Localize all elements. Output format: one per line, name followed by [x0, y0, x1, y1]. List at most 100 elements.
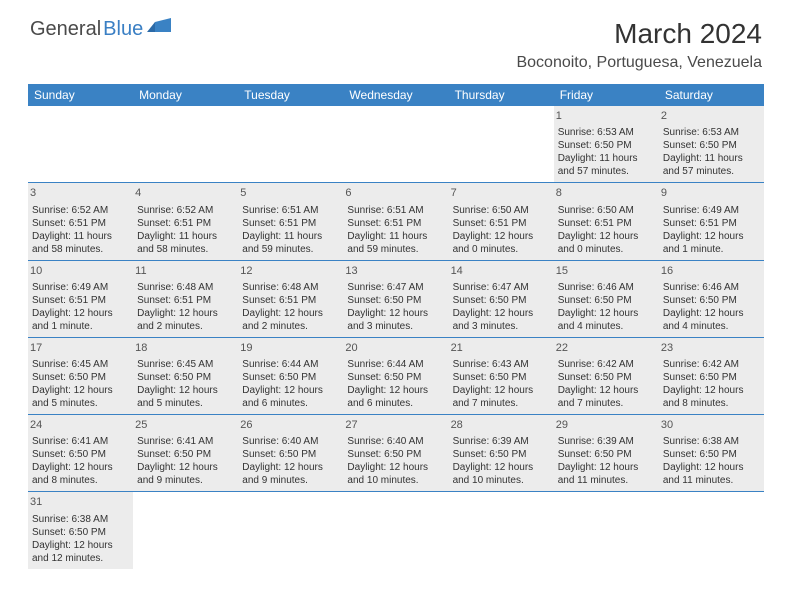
day-number: 3: [28, 185, 133, 201]
logo-text-blue: Blue: [103, 18, 143, 41]
daylight-text: Daylight: 12 hours and 7 minutes.: [558, 384, 655, 410]
day-number: 8: [554, 185, 659, 201]
daylight-text: Daylight: 12 hours and 10 minutes.: [453, 461, 550, 487]
day-cell: 6Sunrise: 6:51 AMSunset: 6:51 PMDaylight…: [343, 183, 448, 259]
day-cell: 10Sunrise: 6:49 AMSunset: 6:51 PMDayligh…: [28, 261, 133, 337]
day-cell: 18Sunrise: 6:45 AMSunset: 6:50 PMDayligh…: [133, 338, 238, 414]
daylight-text: Daylight: 12 hours and 5 minutes.: [32, 384, 129, 410]
sunrise-text: Sunrise: 6:38 AM: [32, 513, 129, 526]
daylight-text: Daylight: 12 hours and 4 minutes.: [663, 307, 760, 333]
sunset-text: Sunset: 6:50 PM: [32, 371, 129, 384]
sunrise-text: Sunrise: 6:47 AM: [453, 281, 550, 294]
sunrise-text: Sunrise: 6:50 AM: [558, 204, 655, 217]
day-cell: 12Sunrise: 6:48 AMSunset: 6:51 PMDayligh…: [238, 261, 343, 337]
day-cell: 3Sunrise: 6:52 AMSunset: 6:51 PMDaylight…: [28, 183, 133, 259]
day-cell: 2Sunrise: 6:53 AMSunset: 6:50 PMDaylight…: [659, 106, 764, 182]
week-row: 17Sunrise: 6:45 AMSunset: 6:50 PMDayligh…: [28, 338, 764, 415]
sunrise-text: Sunrise: 6:52 AM: [137, 204, 234, 217]
sunset-text: Sunset: 6:51 PM: [242, 294, 339, 307]
day-number: 10: [28, 263, 133, 279]
week-row: 31Sunrise: 6:38 AMSunset: 6:50 PMDayligh…: [28, 492, 764, 568]
sunset-text: Sunset: 6:51 PM: [137, 217, 234, 230]
daylight-text: Daylight: 12 hours and 11 minutes.: [558, 461, 655, 487]
calendar: SundayMondayTuesdayWednesdayThursdayFrid…: [28, 84, 764, 569]
daylight-text: Daylight: 12 hours and 9 minutes.: [242, 461, 339, 487]
daylight-text: Daylight: 12 hours and 2 minutes.: [242, 307, 339, 333]
daylight-text: Daylight: 12 hours and 8 minutes.: [32, 461, 129, 487]
day-number: 6: [343, 185, 448, 201]
sunset-text: Sunset: 6:51 PM: [32, 294, 129, 307]
daylight-text: Daylight: 12 hours and 10 minutes.: [347, 461, 444, 487]
sunrise-text: Sunrise: 6:51 AM: [347, 204, 444, 217]
sunset-text: Sunset: 6:50 PM: [137, 448, 234, 461]
day-cell: [449, 106, 554, 182]
day-number: 17: [28, 340, 133, 356]
day-cell: 30Sunrise: 6:38 AMSunset: 6:50 PMDayligh…: [659, 415, 764, 491]
day-number: 5: [238, 185, 343, 201]
header: GeneralBlue March 2024 Boconoito, Portug…: [0, 0, 792, 78]
sunrise-text: Sunrise: 6:40 AM: [242, 435, 339, 448]
daylight-text: Daylight: 12 hours and 8 minutes.: [663, 384, 760, 410]
sunrise-text: Sunrise: 6:39 AM: [453, 435, 550, 448]
day-cell: 1Sunrise: 6:53 AMSunset: 6:50 PMDaylight…: [554, 106, 659, 182]
day-header-row: SundayMondayTuesdayWednesdayThursdayFrid…: [28, 84, 764, 106]
day-number: 19: [238, 340, 343, 356]
sunset-text: Sunset: 6:50 PM: [558, 294, 655, 307]
day-number: 23: [659, 340, 764, 356]
sunrise-text: Sunrise: 6:46 AM: [558, 281, 655, 294]
location: Boconoito, Portuguesa, Venezuela: [516, 54, 762, 72]
day-cell: [238, 106, 343, 182]
daylight-text: Daylight: 12 hours and 6 minutes.: [347, 384, 444, 410]
sunrise-text: Sunrise: 6:48 AM: [137, 281, 234, 294]
sunrise-text: Sunrise: 6:41 AM: [32, 435, 129, 448]
day-header-cell: Saturday: [659, 84, 764, 106]
day-number: 2: [659, 108, 764, 124]
sunrise-text: Sunrise: 6:45 AM: [137, 358, 234, 371]
day-header-cell: Monday: [133, 84, 238, 106]
day-cell: 31Sunrise: 6:38 AMSunset: 6:50 PMDayligh…: [28, 492, 133, 568]
sunset-text: Sunset: 6:51 PM: [32, 217, 129, 230]
day-number: 12: [238, 263, 343, 279]
month-title: March 2024: [516, 18, 762, 50]
day-number: 15: [554, 263, 659, 279]
sunset-text: Sunset: 6:51 PM: [453, 217, 550, 230]
day-cell: 27Sunrise: 6:40 AMSunset: 6:50 PMDayligh…: [343, 415, 448, 491]
week-row: 24Sunrise: 6:41 AMSunset: 6:50 PMDayligh…: [28, 415, 764, 492]
day-cell: 24Sunrise: 6:41 AMSunset: 6:50 PMDayligh…: [28, 415, 133, 491]
day-cell: 9Sunrise: 6:49 AMSunset: 6:51 PMDaylight…: [659, 183, 764, 259]
day-cell: 7Sunrise: 6:50 AMSunset: 6:51 PMDaylight…: [449, 183, 554, 259]
day-cell: 26Sunrise: 6:40 AMSunset: 6:50 PMDayligh…: [238, 415, 343, 491]
day-cell: 13Sunrise: 6:47 AMSunset: 6:50 PMDayligh…: [343, 261, 448, 337]
day-header-cell: Wednesday: [343, 84, 448, 106]
daylight-text: Daylight: 12 hours and 12 minutes.: [32, 539, 129, 565]
sunset-text: Sunset: 6:50 PM: [453, 448, 550, 461]
daylight-text: Daylight: 11 hours and 57 minutes.: [663, 152, 760, 178]
day-number: 27: [343, 417, 448, 433]
day-cell: 28Sunrise: 6:39 AMSunset: 6:50 PMDayligh…: [449, 415, 554, 491]
sunset-text: Sunset: 6:50 PM: [347, 294, 444, 307]
sunrise-text: Sunrise: 6:46 AM: [663, 281, 760, 294]
flag-icon: [147, 18, 173, 41]
day-cell: 20Sunrise: 6:44 AMSunset: 6:50 PMDayligh…: [343, 338, 448, 414]
sunrise-text: Sunrise: 6:43 AM: [453, 358, 550, 371]
sunset-text: Sunset: 6:50 PM: [453, 371, 550, 384]
sunset-text: Sunset: 6:50 PM: [663, 371, 760, 384]
sunset-text: Sunset: 6:51 PM: [663, 217, 760, 230]
day-number: 13: [343, 263, 448, 279]
sunset-text: Sunset: 6:50 PM: [453, 294, 550, 307]
day-number: 7: [449, 185, 554, 201]
sunset-text: Sunset: 6:50 PM: [32, 448, 129, 461]
sunrise-text: Sunrise: 6:50 AM: [453, 204, 550, 217]
sunrise-text: Sunrise: 6:44 AM: [242, 358, 339, 371]
week-row: 1Sunrise: 6:53 AMSunset: 6:50 PMDaylight…: [28, 106, 764, 183]
day-cell: [238, 492, 343, 568]
daylight-text: Daylight: 12 hours and 11 minutes.: [663, 461, 760, 487]
daylight-text: Daylight: 12 hours and 4 minutes.: [558, 307, 655, 333]
day-number: 4: [133, 185, 238, 201]
sunrise-text: Sunrise: 6:52 AM: [32, 204, 129, 217]
sunset-text: Sunset: 6:50 PM: [558, 139, 655, 152]
sunset-text: Sunset: 6:50 PM: [242, 448, 339, 461]
sunrise-text: Sunrise: 6:40 AM: [347, 435, 444, 448]
day-cell: 15 Sunrise: 6:46 AMSunset: 6:50 PMDayligh…: [554, 261, 659, 337]
day-number: 31: [28, 494, 133, 510]
